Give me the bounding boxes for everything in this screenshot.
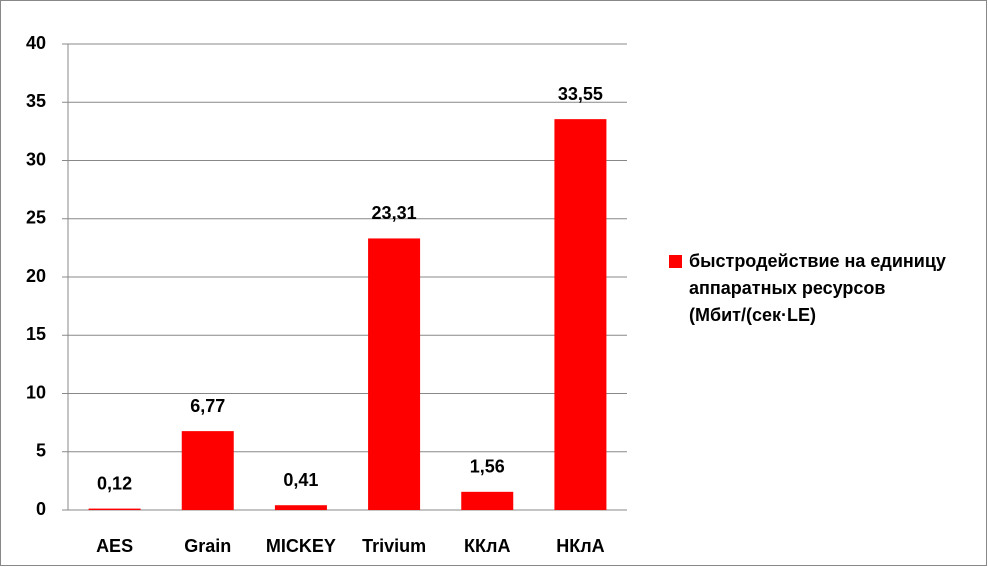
bar [88,508,141,510]
bar [181,431,234,510]
data-label: 0,41 [283,470,318,490]
data-label: 6,77 [190,396,225,416]
x-tick-label: Trivium [362,536,426,556]
y-tick-label: 35 [26,91,46,111]
y-tick-label: 20 [26,266,46,286]
x-tick-label: ККлА [464,536,510,556]
data-label: 1,56 [470,457,505,477]
y-tick-label: 15 [26,324,46,344]
x-tick-label: НКлА [556,536,604,556]
x-tick-label: Grain [184,536,231,556]
data-label: 33,55 [558,84,603,104]
y-tick-label: 25 [26,208,46,228]
x-tick-label: AES [96,536,133,556]
y-tick-label: 30 [26,149,46,169]
bar [274,505,327,510]
legend-label: быстродействие на единицу аппаратных рес… [689,251,946,325]
y-tick-label: 5 [36,441,46,461]
bar [554,119,607,510]
y-tick-label: 40 [26,33,46,53]
bar [461,491,514,510]
legend-key [669,255,682,268]
x-tick-label: MICKEY [266,536,336,556]
bar [368,238,421,510]
data-label: 0,12 [97,473,132,493]
y-tick-label: 10 [26,382,46,402]
data-label: 23,31 [372,203,417,223]
y-tick-label: 0 [36,499,46,519]
